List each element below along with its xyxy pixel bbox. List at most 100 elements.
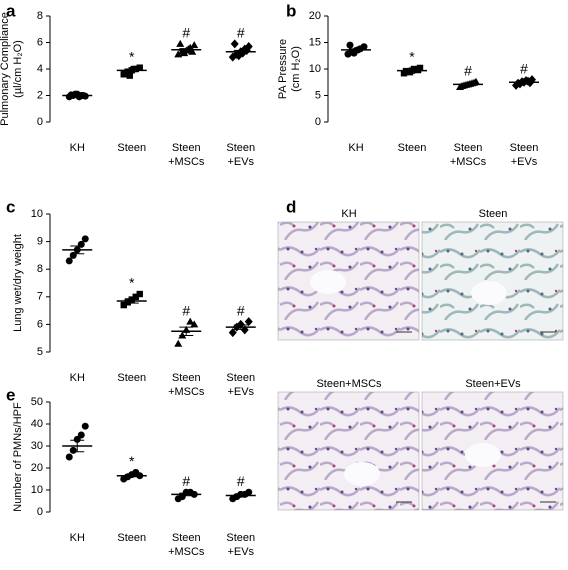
error-bar (517, 81, 531, 84)
error-bar (179, 48, 194, 52)
error-bar (233, 49, 248, 54)
x-tick-label: Steen (510, 142, 539, 154)
data-point (81, 422, 89, 430)
significance-mark: # (520, 60, 528, 76)
error-bar (461, 83, 475, 86)
y-axis-label: Pulmonary Compliance (0, 12, 11, 126)
significance-mark: * (129, 275, 135, 291)
x-tick-label: +EVs (227, 156, 254, 168)
x-tick-label: +MSCs (168, 156, 205, 168)
alveolus (465, 443, 501, 467)
y-tick-label: 0 (37, 116, 43, 128)
micrograph-title: Steen (479, 208, 508, 220)
y-tick-label: 0 (315, 116, 321, 128)
x-tick-label: Steen (172, 532, 201, 544)
x-tick-label: KH (70, 372, 85, 384)
micrograph-title: Steen+EVs (465, 378, 521, 390)
data-point (174, 50, 183, 58)
significance-mark: # (237, 25, 245, 41)
significance-mark: * (129, 453, 135, 469)
significance-mark: # (237, 302, 245, 318)
x-tick-label: +MSCs (450, 156, 487, 168)
error-bar (124, 298, 139, 304)
micrograph (277, 391, 420, 511)
y-tick-label: 10 (309, 63, 321, 75)
data-point (69, 446, 77, 454)
micrograph (277, 221, 420, 341)
x-tick-label: +EVs (227, 546, 254, 558)
y-axis-label: Lung wet/dry weight (12, 234, 24, 332)
data-point (136, 290, 143, 298)
x-tick-label: Steen (117, 532, 146, 544)
x-tick-label: KH (70, 142, 85, 154)
significance-mark: # (237, 473, 245, 489)
error-bar (233, 493, 248, 498)
data-point (132, 293, 139, 300)
y-tick-label: 6 (37, 318, 43, 330)
data-point (228, 328, 237, 338)
significance-mark: # (182, 25, 190, 41)
error-bar (405, 69, 419, 72)
data-point (174, 339, 183, 347)
alveolus (344, 462, 380, 486)
data-point (126, 72, 133, 79)
panel-letter: c (6, 197, 15, 216)
y-axis-label: (µl/cm H₂O) (12, 40, 24, 98)
error-bar (70, 94, 85, 97)
error-bar (233, 324, 248, 330)
y-tick-label: 50 (31, 396, 43, 408)
y-tick-label: 30 (31, 440, 43, 452)
y-tick-label: 2 (37, 89, 43, 101)
data-point (124, 299, 131, 306)
x-tick-label: Steen (226, 372, 255, 384)
x-tick-label: Steen (226, 142, 255, 154)
x-tick-label: Steen (172, 372, 201, 384)
data-point (120, 301, 127, 309)
y-axis-label: PA Pressure (277, 39, 289, 99)
y-tick-label: 8 (37, 10, 43, 22)
significance-mark: # (464, 62, 472, 78)
error-bar (124, 68, 139, 72)
y-tick-label: 10 (31, 208, 43, 220)
panel-letter: a (6, 1, 16, 20)
y-axis-label: Number of PMNs/HPF (12, 402, 24, 512)
data-point (122, 69, 129, 77)
micrograph (421, 221, 564, 341)
error-bar (179, 326, 194, 336)
data-point (190, 41, 199, 49)
alveolus (471, 281, 507, 305)
data-point (186, 317, 195, 325)
data-point (190, 320, 199, 328)
x-tick-label: Steen (226, 532, 255, 544)
y-tick-label: 20 (309, 10, 321, 22)
x-tick-label: +EVs (227, 386, 254, 398)
data-point (230, 39, 239, 49)
error-bar (349, 48, 363, 52)
x-tick-label: Steen (117, 142, 146, 154)
data-point (81, 235, 89, 243)
panel-letter: b (286, 1, 296, 20)
x-tick-label: Steen (172, 142, 201, 154)
alveolus (310, 270, 346, 294)
y-axis-label: (cm H₂O) (290, 46, 302, 92)
error-bar (124, 474, 139, 478)
y-tick-label: 20 (31, 462, 43, 474)
data-point (136, 64, 143, 71)
y-tick-label: 6 (37, 36, 43, 48)
data-point (176, 39, 185, 47)
data-point (406, 68, 414, 76)
x-tick-label: Steen (117, 372, 146, 384)
y-tick-label: 5 (315, 89, 321, 101)
data-point (244, 317, 253, 327)
y-tick-label: 8 (37, 263, 43, 275)
y-tick-label: 0 (37, 506, 43, 518)
data-point (410, 65, 418, 73)
y-tick-label: 4 (37, 63, 43, 75)
error-bar (179, 492, 194, 497)
error-bar (70, 245, 85, 255)
y-tick-label: 5 (37, 346, 43, 358)
significance-mark: * (129, 48, 135, 64)
panel-letter: d (286, 197, 296, 216)
significance-mark: * (409, 49, 415, 65)
